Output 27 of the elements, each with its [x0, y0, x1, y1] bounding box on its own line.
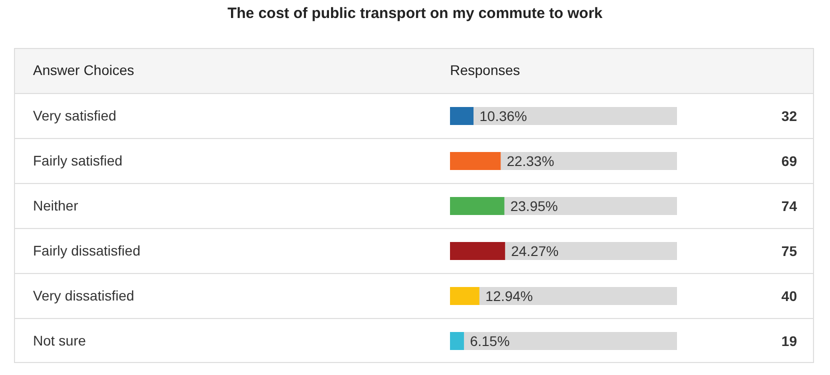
data-label: 23.95% — [510, 198, 558, 214]
text: 74 — [781, 198, 798, 214]
bar — [450, 107, 474, 125]
text: 32 — [781, 108, 798, 124]
text: 69 — [781, 153, 798, 169]
y-axis-title: Answer Choices — [33, 62, 134, 78]
y-tick-label: Fairly dissatisfied — [33, 242, 140, 258]
data-label: 10.36% — [480, 108, 527, 124]
text: 75 — [781, 243, 798, 259]
data-label: 24.27% — [511, 243, 559, 259]
text: 40 — [781, 288, 798, 304]
text: 19 — [781, 333, 798, 349]
bar — [450, 332, 464, 350]
bar — [450, 152, 501, 170]
data-label: 12.94% — [485, 288, 533, 304]
bar — [450, 242, 506, 260]
y-tick-label: Not sure — [33, 332, 86, 348]
x-axis-title: Responses — [450, 62, 520, 78]
chart-title: The cost of public transport on my commute to work — [226, 5, 604, 22]
bar — [450, 197, 504, 215]
y-tick-label: Very satisfied — [33, 108, 116, 124]
data-label: 6.15% — [470, 333, 510, 349]
bar — [450, 287, 480, 305]
y-tick-label: Very dissatisfied — [33, 288, 134, 304]
y-tick-label: Fairly satisfied — [33, 152, 122, 168]
y-tick-label: Neither — [33, 198, 78, 214]
data-label: 22.33% — [506, 153, 554, 169]
